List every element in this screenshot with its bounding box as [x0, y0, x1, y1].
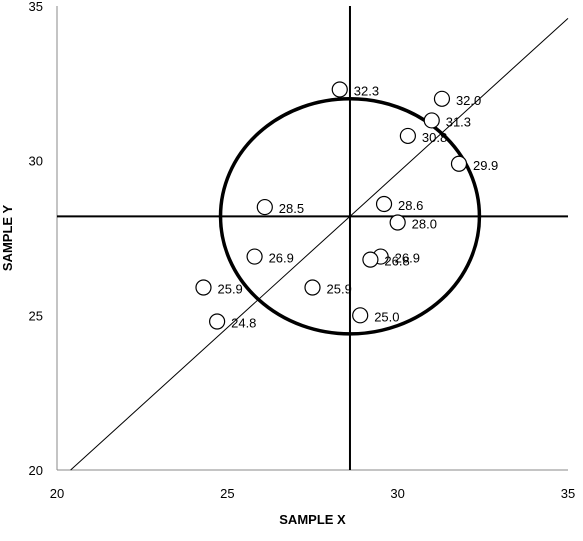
data-label: 32.0 [456, 93, 481, 108]
y-tick-label: 20 [29, 463, 43, 478]
y-tick-label: 35 [29, 0, 43, 14]
x-tick-label: 20 [50, 486, 64, 501]
data-label: 26.9 [269, 251, 294, 266]
data-labels: 32.3 32.0 31.330.8 29.9 28.5 28.6 28.0 26.9 26.9… [217, 84, 498, 331]
data-point [389, 214, 406, 231]
data-point [209, 313, 226, 330]
y-tick-label: 30 [29, 154, 43, 169]
x-axis-title: SAMPLE X [279, 512, 346, 527]
data-label: 29.9 [473, 158, 498, 173]
data-point [352, 307, 369, 324]
data-label: 28.6 [398, 198, 423, 213]
data-point [246, 248, 263, 265]
data-point [256, 198, 273, 216]
x-tick-label: 30 [390, 486, 404, 501]
data-label: 28.0 [412, 217, 437, 232]
data-label: 32.3 [354, 84, 379, 99]
data-label: 28.5 [279, 201, 304, 216]
data-point [399, 127, 416, 145]
x-tick-label: 25 [220, 486, 234, 501]
data-label: 25.9 [217, 281, 242, 296]
y-tick-labels: 20 25 30 35 [29, 0, 43, 478]
data-label: 31.3 [446, 114, 471, 129]
y-axis-title: SAMPLE Y [0, 205, 15, 272]
x-tick-labels: 20 25 30 35 [50, 486, 575, 501]
data-point [450, 155, 468, 172]
x-tick-label: 35 [561, 486, 575, 501]
reference-line [70, 18, 569, 471]
data-label: 30.8 [422, 130, 447, 145]
data-label: 24.8 [231, 316, 256, 331]
data-label: 25.9 [327, 281, 352, 296]
data-label: 26.8 [384, 254, 409, 269]
data-points [195, 81, 468, 330]
mean-circle [218, 97, 482, 336]
data-point [304, 279, 321, 296]
data-point [331, 81, 348, 98]
guides [57, 6, 569, 471]
data-point [433, 90, 451, 107]
data-point [375, 195, 393, 213]
data-point [423, 112, 440, 129]
axes [56, 6, 568, 471]
data-label: 25.0 [374, 309, 399, 324]
data-point [195, 279, 212, 296]
data-point [362, 251, 379, 268]
data-label: 26.9 [395, 251, 420, 266]
y-tick-label: 25 [29, 308, 43, 323]
